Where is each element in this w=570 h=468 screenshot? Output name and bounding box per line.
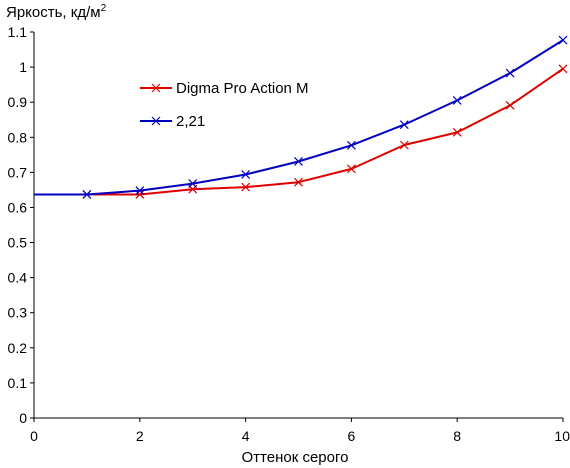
legend-item-digma: Digma Pro Action M	[140, 80, 309, 97]
y-tick-label: 0.5	[8, 235, 28, 251]
data-point-marker	[241, 170, 251, 179]
legend-marker-gamma	[151, 116, 161, 126]
data-point-marker	[241, 182, 251, 192]
data-point-marker	[558, 64, 568, 74]
data-point-marker	[452, 127, 462, 137]
data-point-marker	[505, 100, 515, 110]
y-tick-label: 0.6	[8, 199, 28, 215]
series-line	[34, 39, 564, 196]
data-point-marker	[399, 140, 409, 150]
x-ticks: 0 2 4 6 8 10	[30, 418, 570, 444]
x-tick-label: 6	[348, 428, 356, 444]
data-point-marker	[294, 157, 303, 166]
data-point-marker	[135, 190, 145, 199]
y-ticks: 0 0.1 0.2 0.3 0.4 0.5 0.6 0.7 0.8 0.9 1 1.1	[8, 24, 34, 426]
legend-item-gamma: 2,21	[140, 113, 205, 130]
series-1	[34, 35, 568, 199]
legend-marker-digma	[151, 83, 161, 93]
y-tick-label: 0.4	[8, 270, 28, 286]
y-axis-title-superscript: 2	[101, 3, 107, 14]
y-tick-label: 0.9	[8, 94, 28, 110]
x-tick-label: 2	[136, 428, 144, 444]
y-tick-label: 1.1	[8, 24, 28, 40]
legend-label-gamma: 2,21	[176, 113, 205, 130]
x-tick-label: 10	[554, 428, 570, 444]
x-tick-label: 8	[453, 428, 461, 444]
data-point-marker	[294, 177, 303, 187]
data-point-marker	[505, 68, 515, 78]
axes	[33, 32, 563, 419]
x-tick-label: 0	[30, 428, 38, 444]
legend-label-digma: Digma Pro Action M	[176, 80, 309, 97]
y-tick-label: 0.2	[8, 340, 28, 356]
y-axis-title: Яркость, кд/м2	[6, 3, 107, 21]
y-axis-title-main: Яркость, кд/м	[6, 4, 101, 21]
y-tick-label: 0.8	[8, 129, 28, 145]
data-point-marker	[346, 140, 356, 150]
y-tick-label: 1	[19, 59, 27, 75]
y-tick-label: 0.7	[8, 164, 28, 180]
y-tick-label: 0	[19, 410, 27, 426]
data-point-marker	[82, 190, 92, 199]
data-point-marker	[558, 35, 568, 45]
x-axis-title: Оттенок серого	[242, 449, 349, 466]
series-layer	[34, 35, 568, 199]
y-tick-label: 0.3	[8, 305, 28, 321]
legend: Digma Pro Action M 2,21	[140, 80, 309, 130]
x-tick-label: 4	[242, 428, 250, 444]
data-point-marker	[452, 96, 462, 105]
data-point-marker	[399, 120, 409, 130]
data-point-marker	[135, 186, 145, 196]
data-point-marker	[346, 164, 356, 174]
data-point-marker	[188, 179, 198, 189]
y-tick-label: 0.1	[8, 375, 28, 391]
